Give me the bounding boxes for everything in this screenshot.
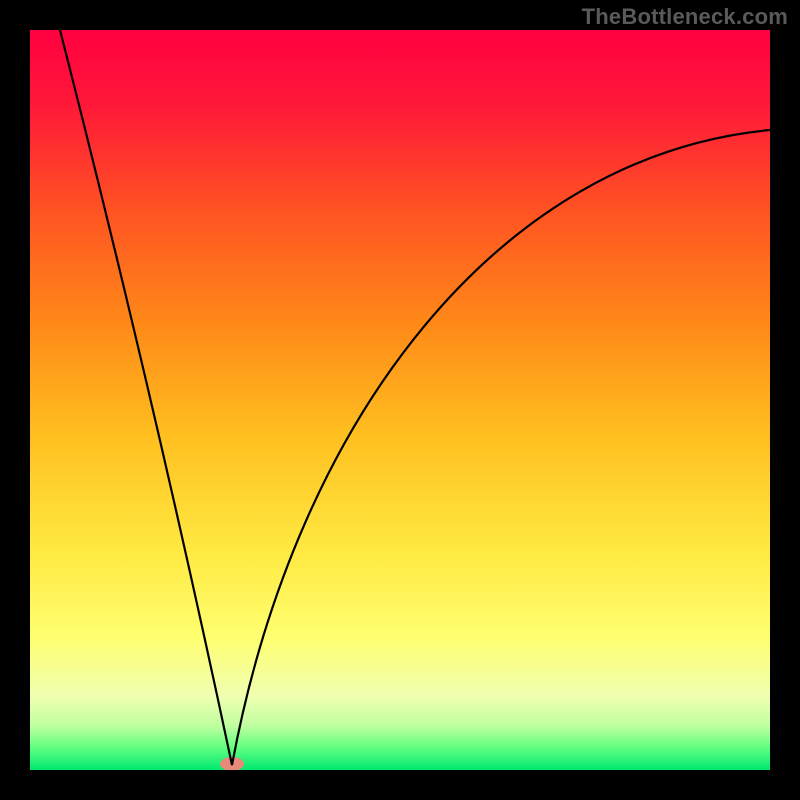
chart-container: TheBottleneck.com — [0, 0, 800, 800]
plot-area — [30, 30, 770, 770]
gradient-background — [30, 30, 770, 770]
watermark-text: TheBottleneck.com — [582, 4, 788, 30]
plot-svg — [30, 30, 770, 770]
